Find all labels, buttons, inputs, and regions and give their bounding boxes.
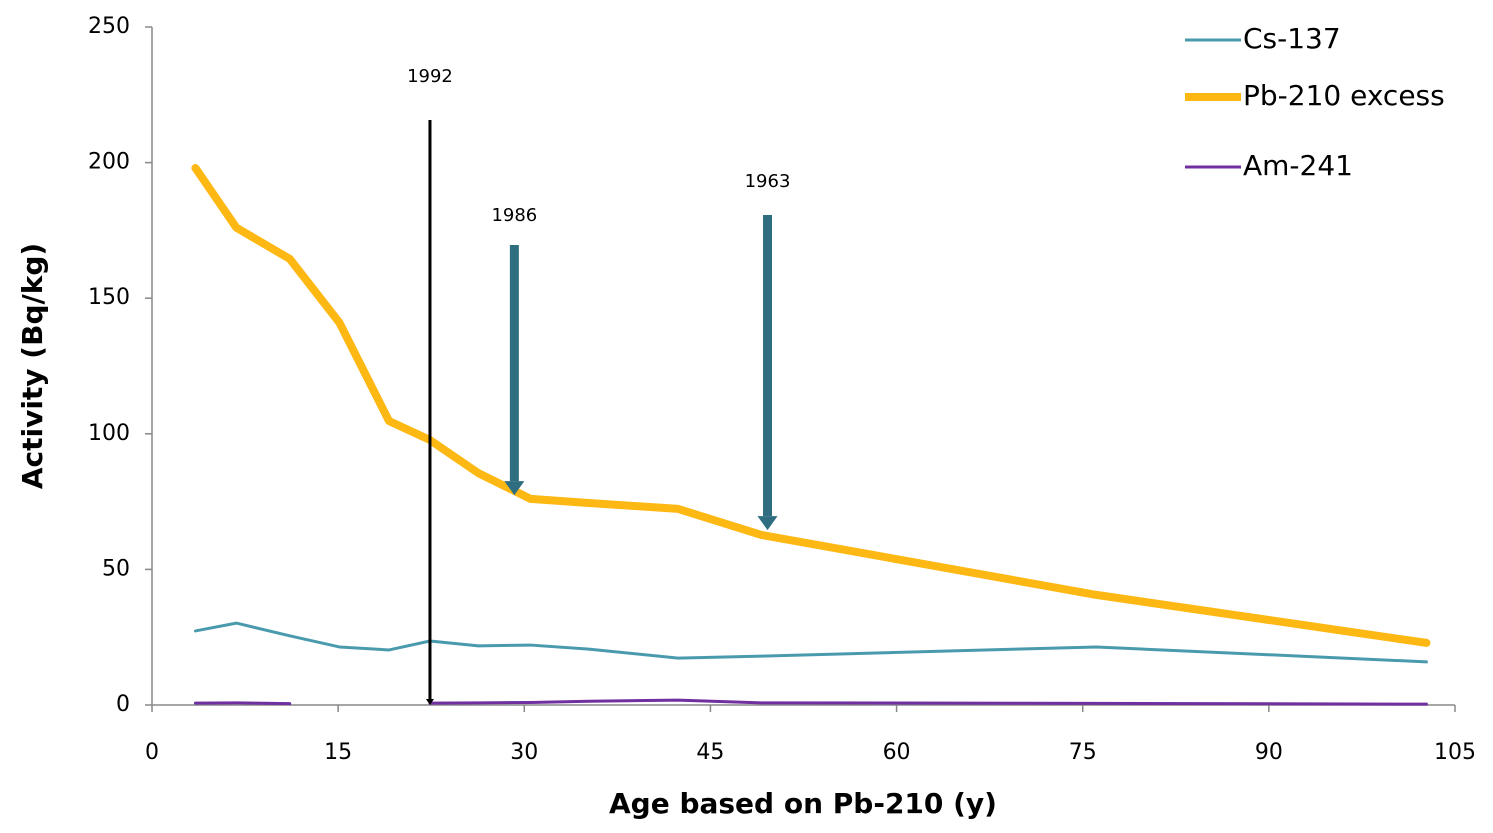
y-tick-label: 0 [116,692,130,717]
series-line [193,698,1428,706]
x-tick-label: 15 [324,740,352,765]
annotation-label: 1992 [407,66,453,87]
arrow-head [757,516,778,531]
x-tick-label: 30 [510,740,538,765]
annotation-label: 1963 [745,171,791,192]
x-tick-label: 45 [696,740,724,765]
x-tick-label: 75 [1069,740,1097,765]
y-axis-title: Activity (Bq/kg) [16,243,49,489]
y-tick-label: 100 [88,421,130,446]
legend-label: Am-241 [1243,149,1353,182]
annotation-label: 1986 [491,205,537,226]
legend-label: Pb-210 excess [1243,79,1445,112]
legend-label: Cs-137 [1243,22,1341,55]
y-tick-label: 250 [88,14,130,39]
x-tick-label: 105 [1434,740,1476,765]
y-tick-label: 200 [88,150,130,175]
x-tick-label: 0 [145,740,159,765]
x-tick-label: 90 [1255,740,1283,765]
y-tick-label: 150 [88,285,130,310]
x-axis-title: Age based on Pb-210 (y) [609,787,997,820]
arrow-head [425,699,434,705]
x-tick-label: 60 [883,740,911,765]
y-tick-label: 50 [102,556,130,581]
series-line [191,164,1431,647]
series-line [193,621,1428,664]
arrow-head [504,481,525,496]
